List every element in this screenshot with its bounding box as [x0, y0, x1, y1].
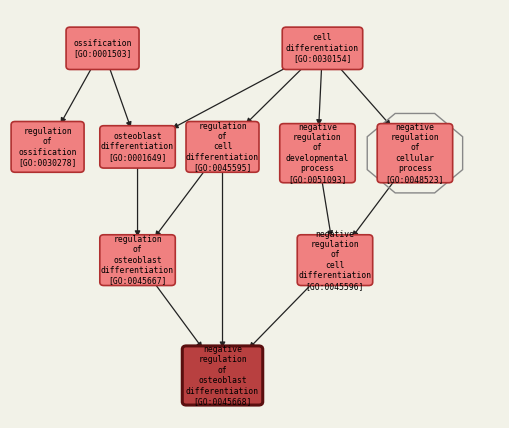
Text: cell
differentiation
[GO:0030154]: cell differentiation [GO:0030154] [286, 33, 358, 63]
FancyBboxPatch shape [66, 27, 139, 69]
FancyBboxPatch shape [100, 126, 175, 168]
Text: negative
regulation
of
developmental
process
[GO:0051093]: negative regulation of developmental pro… [285, 123, 349, 184]
Text: osteoblast
differentiation
[GO:0001649]: osteoblast differentiation [GO:0001649] [101, 132, 174, 162]
Text: negative
regulation
of
osteoblast
differentiation
[GO:0045668]: negative regulation of osteoblast differ… [186, 345, 259, 406]
Text: ossification
[GO:0001503]: ossification [GO:0001503] [73, 39, 131, 58]
Text: regulation
of
cell
differentiation
[GO:0045595]: regulation of cell differentiation [GO:0… [186, 122, 259, 172]
FancyBboxPatch shape [297, 235, 372, 285]
FancyBboxPatch shape [279, 124, 354, 183]
FancyBboxPatch shape [377, 124, 452, 183]
Text: negative
regulation
of
cell
differentiation
[GO:0045596]: negative regulation of cell differentiat… [298, 230, 371, 291]
FancyBboxPatch shape [11, 122, 84, 172]
FancyBboxPatch shape [100, 235, 175, 285]
FancyBboxPatch shape [281, 27, 362, 69]
FancyBboxPatch shape [182, 346, 262, 405]
FancyBboxPatch shape [186, 122, 259, 172]
Text: regulation
of
ossification
[GO:0030278]: regulation of ossification [GO:0030278] [18, 127, 77, 167]
Text: regulation
of
osteoblast
differentiation
[GO:0045667]: regulation of osteoblast differentiation… [101, 235, 174, 285]
Text: negative
regulation
of
cellular
process
[GO:0048523]: negative regulation of cellular process … [385, 123, 443, 184]
